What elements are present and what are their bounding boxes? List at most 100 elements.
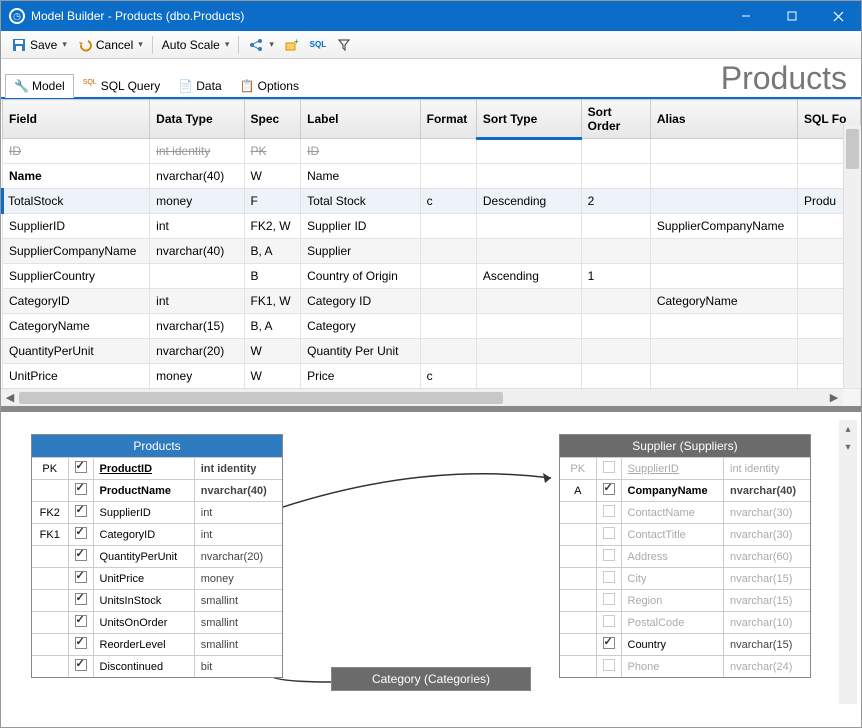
entity-category[interactable]: Category (Categories) (331, 667, 531, 691)
column-header[interactable]: Spec (244, 100, 301, 139)
cell (420, 289, 476, 314)
checkbox-cell[interactable] (68, 568, 93, 590)
entity-row[interactable]: UnitsOnOrdersmallint (32, 612, 282, 634)
entity-row[interactable]: ContactTitlenvarchar(30) (560, 524, 810, 546)
checkbox-cell[interactable] (596, 480, 621, 502)
field-name: Address (621, 546, 724, 568)
table-row[interactable]: IDint identityPKID (3, 139, 861, 164)
entity-row[interactable]: PostalCodenvarchar(10) (560, 612, 810, 634)
entity-row[interactable]: UnitPricemoney (32, 568, 282, 590)
entity-row[interactable]: PKProductIDint identity (32, 458, 282, 480)
cell: CategoryName (650, 289, 797, 314)
entity-row[interactable]: Citynvarchar(15) (560, 568, 810, 590)
checkbox-cell[interactable] (596, 524, 621, 546)
table-row[interactable]: UnitPricemoneyWPricec (3, 364, 861, 389)
checkbox-cell[interactable] (596, 546, 621, 568)
table-row[interactable]: CategoryIDintFK1, WCategory IDCategoryNa… (3, 289, 861, 314)
checkbox-cell[interactable] (68, 458, 93, 480)
table-row[interactable]: SupplierCompanyNamenvarchar(40)B, ASuppl… (3, 239, 861, 264)
checkbox-cell[interactable] (68, 480, 93, 502)
tab-data[interactable]: 📄Data (169, 74, 230, 97)
entity-supplier[interactable]: Supplier (Suppliers)PKSupplierIDint iden… (559, 434, 811, 678)
key-cell: FK2 (32, 502, 68, 524)
table-row[interactable]: SupplierIDintFK2, WSupplier IDSupplierCo… (3, 214, 861, 239)
dropdown-icon[interactable]: ▾ (138, 39, 143, 50)
entity-row[interactable]: Phonenvarchar(24) (560, 656, 810, 678)
checkbox-cell[interactable] (596, 634, 621, 656)
save-button[interactable]: Save▾ (7, 35, 71, 55)
column-header[interactable]: Label (301, 100, 421, 139)
tab-sql-query[interactable]: SQLSQL Query (74, 74, 170, 97)
cancel-button[interactable]: Cancel▾ (73, 35, 147, 55)
column-header[interactable]: Alias (650, 100, 797, 139)
entity-row[interactable]: QuantityPerUnitnvarchar(20) (32, 546, 282, 568)
cell: nvarchar(15) (150, 314, 244, 339)
table-row[interactable]: QuantityPerUnitnvarchar(20)WQuantity Per… (3, 339, 861, 364)
table-row[interactable]: Namenvarchar(40)WName (3, 164, 861, 189)
entity-row[interactable]: ACompanyNamenvarchar(40) (560, 480, 810, 502)
cell: Total Stock (301, 189, 421, 214)
entity-row[interactable]: Discontinuedbit (32, 656, 282, 678)
entity-row[interactable]: ProductNamenvarchar(40) (32, 480, 282, 502)
checkbox-cell[interactable] (68, 590, 93, 612)
checkbox-cell[interactable] (68, 656, 93, 678)
horizontal-scrollbar[interactable]: ◀ ▶ (1, 388, 843, 406)
entity-row[interactable]: UnitsInStocksmallint (32, 590, 282, 612)
share-button[interactable]: ▾ (244, 35, 278, 55)
table-row[interactable]: TotalStockmoneyFTotal StockcDescending2P… (3, 189, 861, 214)
entity-row[interactable]: FK2SupplierIDint (32, 502, 282, 524)
column-header[interactable]: Field (3, 100, 150, 139)
entity-header[interactable]: Products (32, 435, 282, 457)
column-header[interactable]: Format (420, 100, 476, 139)
entity-header[interactable]: Category (Categories) (332, 668, 530, 690)
field-type: money (194, 568, 282, 590)
checkbox-cell[interactable] (68, 502, 93, 524)
filter-button[interactable] (332, 35, 356, 55)
checkbox-cell[interactable] (68, 634, 93, 656)
checkbox-cell[interactable] (596, 458, 621, 480)
minimize-button[interactable] (723, 1, 769, 31)
table-row[interactable]: SupplierCountryBCountry of OriginAscendi… (3, 264, 861, 289)
entity-row[interactable]: FK1CategoryIDint (32, 524, 282, 546)
checkbox-cell[interactable] (596, 568, 621, 590)
entity-row[interactable]: ContactNamenvarchar(30) (560, 502, 810, 524)
scroll-left-icon[interactable]: ◀ (1, 391, 19, 404)
column-header[interactable]: Sort Order (581, 100, 650, 139)
scroll-right-icon[interactable]: ▶ (825, 391, 843, 404)
add-field-button[interactable]: + (280, 35, 304, 55)
vertical-scrollbar[interactable] (843, 125, 861, 388)
close-button[interactable] (815, 1, 861, 31)
dropdown-icon[interactable]: ▾ (225, 39, 230, 50)
maximize-button[interactable] (769, 1, 815, 31)
checkbox-cell[interactable] (68, 524, 93, 546)
entity-row[interactable]: Countrynvarchar(15) (560, 634, 810, 656)
table-row[interactable]: CategoryNamenvarchar(15)B, ACategory (3, 314, 861, 339)
dropdown-icon[interactable]: ▾ (62, 39, 67, 50)
tab-model[interactable]: 🔧Model (5, 74, 74, 98)
tab-options[interactable]: 📋Options (231, 74, 308, 97)
scroll-up-icon[interactable]: ▴ (839, 420, 857, 438)
entity-row[interactable]: ReorderLevelsmallint (32, 634, 282, 656)
entity-products[interactable]: ProductsPKProductIDint identityProductNa… (31, 434, 283, 678)
autoscale-button[interactable]: Auto Scale▾ (158, 36, 234, 54)
diagram-scrollbar[interactable]: ▴ ▾ (839, 420, 857, 704)
cell: c (420, 189, 476, 214)
checkbox-cell[interactable] (596, 590, 621, 612)
checkbox-cell[interactable] (68, 546, 93, 568)
checkbox-cell[interactable] (596, 502, 621, 524)
entity-row[interactable]: Addressnvarchar(60) (560, 546, 810, 568)
checkbox-cell[interactable] (596, 612, 621, 634)
column-header[interactable]: Data Type (150, 100, 244, 139)
entity-row[interactable]: PKSupplierIDint identity (560, 458, 810, 480)
checkbox-cell[interactable] (596, 656, 621, 678)
cell (581, 339, 650, 364)
sql-button[interactable]: SQL (306, 35, 330, 55)
entity-header[interactable]: Supplier (Suppliers) (560, 435, 810, 457)
key-cell (32, 568, 68, 590)
scroll-down-icon[interactable]: ▾ (839, 438, 857, 456)
column-header[interactable]: Sort Type (476, 100, 581, 139)
checkbox-cell[interactable] (68, 612, 93, 634)
entity-row[interactable]: Regionnvarchar(15) (560, 590, 810, 612)
dropdown-icon[interactable]: ▾ (269, 39, 274, 50)
er-diagram[interactable]: ProductsPKProductIDint identityProductNa… (1, 412, 861, 712)
